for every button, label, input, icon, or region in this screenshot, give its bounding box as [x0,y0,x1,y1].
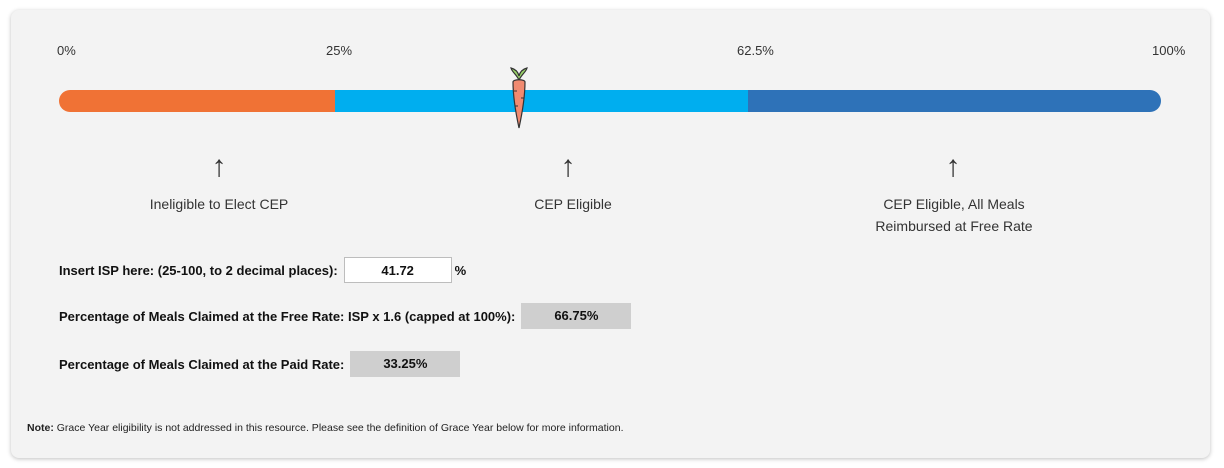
tick-label-25: 25% [326,43,353,58]
note-prefix: Note: [27,422,54,434]
eligibility-scale-bar [59,90,1161,112]
category-all-free-line1: CEP Eligible, All Meals [883,196,1025,212]
free-rate-output: 66.75% [521,303,632,329]
cep-eligibility-card: 0% 25% 62.5% 100% ↑ ↑ ↑ Ineligible to El… [11,10,1210,458]
scale-segment-2 [747,90,1161,112]
up-arrow-icon: ↑ [945,150,961,183]
grace-year-note: Note: Grace Year eligibility is not addr… [27,422,624,434]
up-arrow-icon: ↑ [560,150,576,183]
tick-label-0: 0% [57,43,76,58]
category-ineligible-label: Ineligible to Elect CEP [149,196,289,212]
isp-unit: % [454,262,467,278]
isp-input[interactable] [343,257,452,283]
carrot-marker-icon [509,67,528,129]
tick-label-100: 100% [1152,43,1186,58]
tick-label-62-5: 62.5% [737,43,774,58]
up-arrow-icon: ↑ [211,150,227,183]
free-rate-row: Percentage of Meals Claimed at the Free … [59,303,632,329]
scale-segment-0 [59,90,335,112]
isp-input-row: Insert ISP here: (25-100, to 2 decimal p… [59,257,466,283]
paid-rate-label: Percentage of Meals Claimed at the Paid … [59,356,345,372]
category-eligible-label: CEP Eligible [534,196,612,212]
isp-label: Insert ISP here: (25-100, to 2 decimal p… [59,262,338,278]
note-text: Grace Year eligibility is not addressed … [53,422,624,434]
paid-rate-row: Percentage of Meals Claimed at the Paid … [59,351,461,377]
scale-segment-1 [334,90,748,112]
paid-rate-output: 33.25% [350,351,461,377]
category-all-free-line2: Reimbursed at Free Rate [875,218,1033,234]
category-all-free-label: CEP Eligible, All Meals Reimbursed at Fr… [834,193,1074,237]
free-rate-label: Percentage of Meals Claimed at the Free … [59,308,516,324]
